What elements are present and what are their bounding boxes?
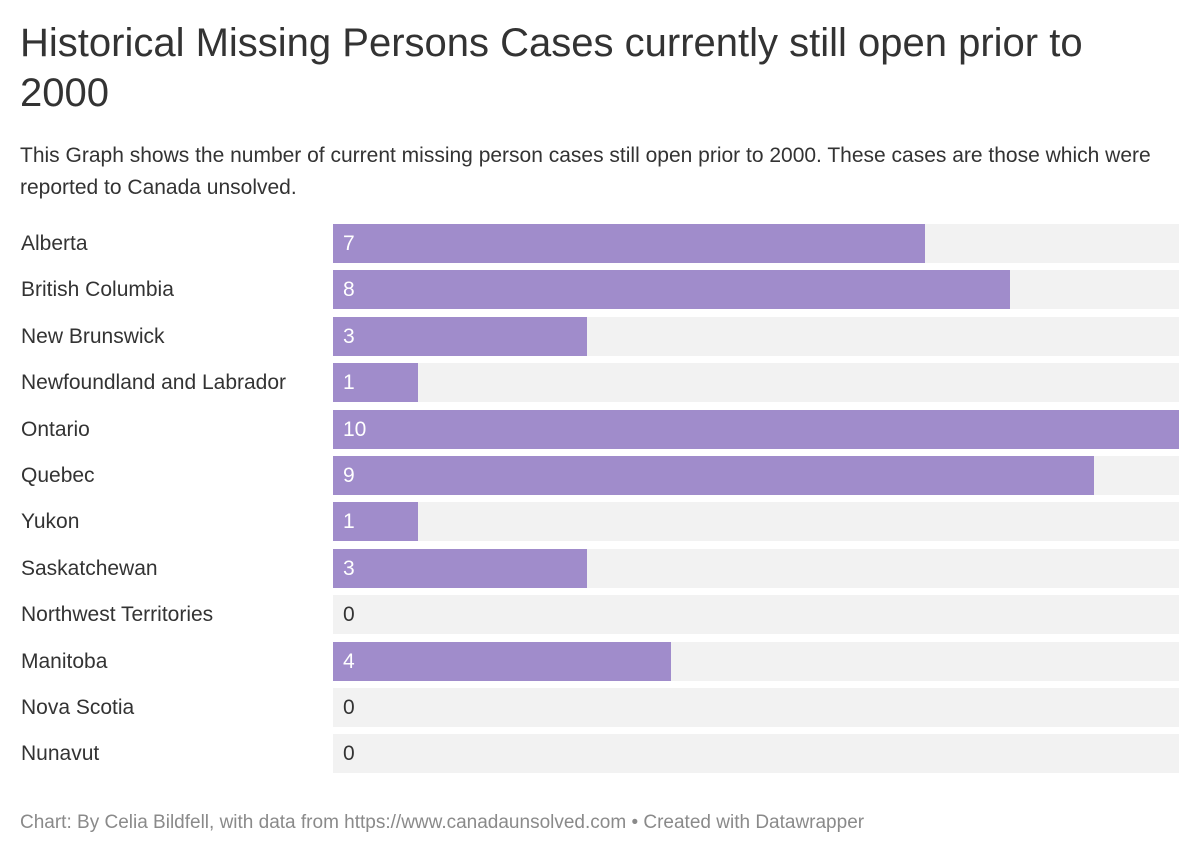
bar-value-label: 0 bbox=[343, 696, 355, 719]
bar-row: Yukon 1 bbox=[0, 502, 1200, 542]
bar bbox=[333, 270, 1010, 310]
bar-value-label: 7 bbox=[343, 232, 355, 255]
bar-row: Nunavut 0 bbox=[0, 734, 1200, 774]
bar-track: 8 bbox=[333, 270, 1179, 310]
bar-row: Nova Scotia 0 bbox=[0, 688, 1200, 727]
bar-track: 3 bbox=[333, 316, 1179, 356]
chart-footer-credit: Chart: By Celia Bildfell, with data from… bbox=[20, 812, 865, 833]
bar-track: 10 bbox=[333, 409, 1179, 449]
bar bbox=[333, 316, 587, 356]
category-label: Ontario bbox=[21, 417, 90, 441]
bar-value-label: 3 bbox=[343, 324, 355, 348]
category-label: New Brunswick bbox=[21, 324, 165, 348]
bar-value-label: 9 bbox=[343, 464, 355, 487]
chart-subtitle: This Graph shows the number of current m… bbox=[20, 144, 1151, 199]
bar-row: British Columbia 8 bbox=[0, 270, 1200, 310]
category-label: Northwest Territories bbox=[21, 603, 214, 627]
bar-value-label: 0 bbox=[343, 603, 355, 627]
bar-row: Newfoundland and Labrador 1 bbox=[0, 363, 1200, 403]
bar bbox=[333, 409, 1179, 449]
bar-chart: Alberta 7 British Columbia 8 New Brunswick 3 N… bbox=[0, 224, 1200, 776]
category-label: Quebec bbox=[21, 464, 95, 487]
bar-row: Saskatchewan 3 bbox=[0, 548, 1200, 588]
category-label: Nova Scotia bbox=[21, 696, 135, 719]
bar-row: Quebec 9 bbox=[0, 456, 1200, 495]
bar-track: 9 bbox=[333, 456, 1179, 495]
category-label: Nunavut bbox=[21, 742, 100, 766]
bar-value-label: 10 bbox=[343, 417, 367, 441]
bar bbox=[333, 502, 418, 542]
bar bbox=[333, 224, 926, 263]
bar bbox=[333, 641, 672, 681]
bar-value-label: 0 bbox=[343, 742, 355, 766]
bar-track: 4 bbox=[333, 641, 1179, 681]
bar-row: Manitoba 4 bbox=[0, 641, 1200, 681]
bar-row: Alberta 7 bbox=[0, 224, 1200, 263]
bar-value-label: 8 bbox=[343, 278, 355, 302]
bar-track: 7 bbox=[333, 224, 1179, 263]
bar-value-label: 1 bbox=[343, 510, 355, 534]
bar-track: 3 bbox=[333, 548, 1179, 588]
category-label: Alberta bbox=[21, 232, 88, 255]
category-label: British Columbia bbox=[21, 278, 174, 302]
bar bbox=[333, 456, 1095, 495]
bar-value-label: 1 bbox=[343, 371, 355, 395]
bar-track: 0 bbox=[333, 734, 1179, 774]
bar-track: 1 bbox=[333, 502, 1179, 542]
bar-value-label: 4 bbox=[343, 649, 355, 673]
bar-value-label: 3 bbox=[343, 556, 355, 580]
bar bbox=[333, 548, 587, 588]
chart-title: Historical Missing Persons Cases current… bbox=[20, 21, 1083, 115]
category-label: Manitoba bbox=[21, 649, 108, 673]
bar-row: Northwest Territories 0 bbox=[0, 595, 1200, 635]
category-label: Newfoundland and Labrador bbox=[21, 371, 287, 395]
category-label: Saskatchewan bbox=[21, 556, 158, 580]
bar-track: 0 bbox=[333, 688, 1179, 727]
bar-track: 0 bbox=[333, 595, 1179, 635]
bar-row: New Brunswick 3 bbox=[0, 316, 1200, 356]
bar-track: 1 bbox=[333, 363, 1179, 403]
category-label: Yukon bbox=[21, 510, 80, 534]
bar bbox=[333, 363, 418, 403]
bar-row: Ontario 10 bbox=[0, 409, 1200, 449]
